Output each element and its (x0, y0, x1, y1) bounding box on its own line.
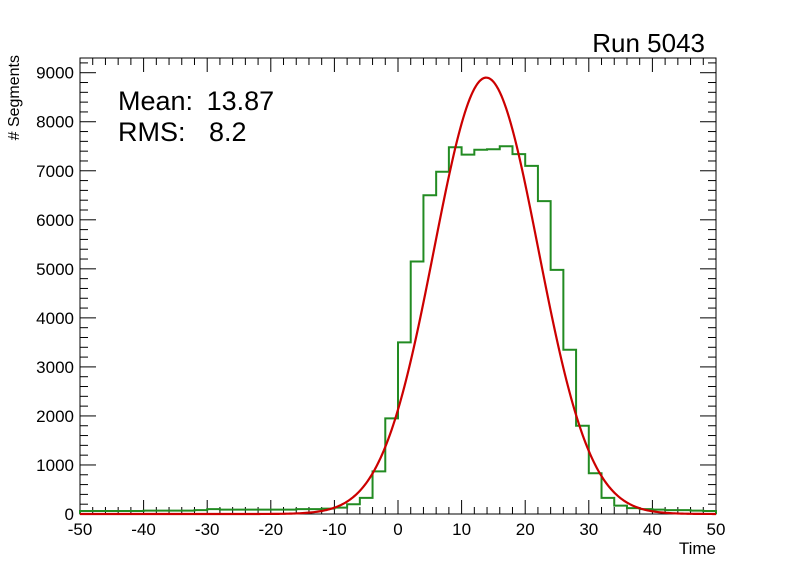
y-tick-label: 3000 (36, 358, 74, 377)
y-tick-label: 8000 (36, 113, 74, 132)
y-tick-label: 7000 (36, 162, 74, 181)
x-tick-label: -10 (322, 520, 347, 539)
y-axis-label: # Segments (6, 55, 23, 140)
x-tick-label: -40 (131, 520, 156, 539)
x-tick-label: 50 (707, 520, 726, 539)
y-tick-label: 6000 (36, 211, 74, 230)
x-axis-tick-labels: -50 -40 -30 -20 -10 0 10 20 30 40 50 (68, 520, 726, 539)
stats-rms: RMS: 8.2 (118, 117, 247, 147)
stats-mean: Mean: 13.87 (118, 86, 274, 116)
y-axis-ticks (80, 62, 716, 515)
x-tick-label: 0 (393, 520, 402, 539)
stats-mean-value: 13.87 (207, 86, 275, 116)
x-tick-label: 40 (643, 520, 662, 539)
x-tick-label: 20 (516, 520, 535, 539)
y-tick-label: 1000 (36, 456, 74, 475)
x-tick-label: 30 (579, 520, 598, 539)
x-axis-ticks (79, 58, 717, 514)
x-axis-label: Time (679, 539, 716, 558)
x-tick-label: -50 (68, 520, 93, 539)
chart-title: Run 5043 (592, 28, 705, 58)
y-axis-tick-labels: 0 1000 2000 3000 4000 5000 6000 7000 8000 9000 (36, 64, 74, 524)
stats-mean-label: Mean: (118, 86, 193, 116)
histogram-series (79, 145, 717, 514)
x-tick-label: -20 (259, 520, 284, 539)
y-tick-label: 5000 (36, 260, 74, 279)
x-tick-label: 10 (452, 520, 471, 539)
stats-rms-label: RMS: (118, 117, 186, 147)
x-tick-label: -30 (195, 520, 220, 539)
gaussian-fit-curve (80, 76, 716, 516)
y-tick-label: 4000 (36, 309, 74, 328)
stats-rms-value: 8.2 (209, 117, 247, 147)
y-tick-label: 0 (65, 505, 74, 524)
y-tick-label: 9000 (36, 64, 74, 83)
y-tick-label: 2000 (36, 407, 74, 426)
